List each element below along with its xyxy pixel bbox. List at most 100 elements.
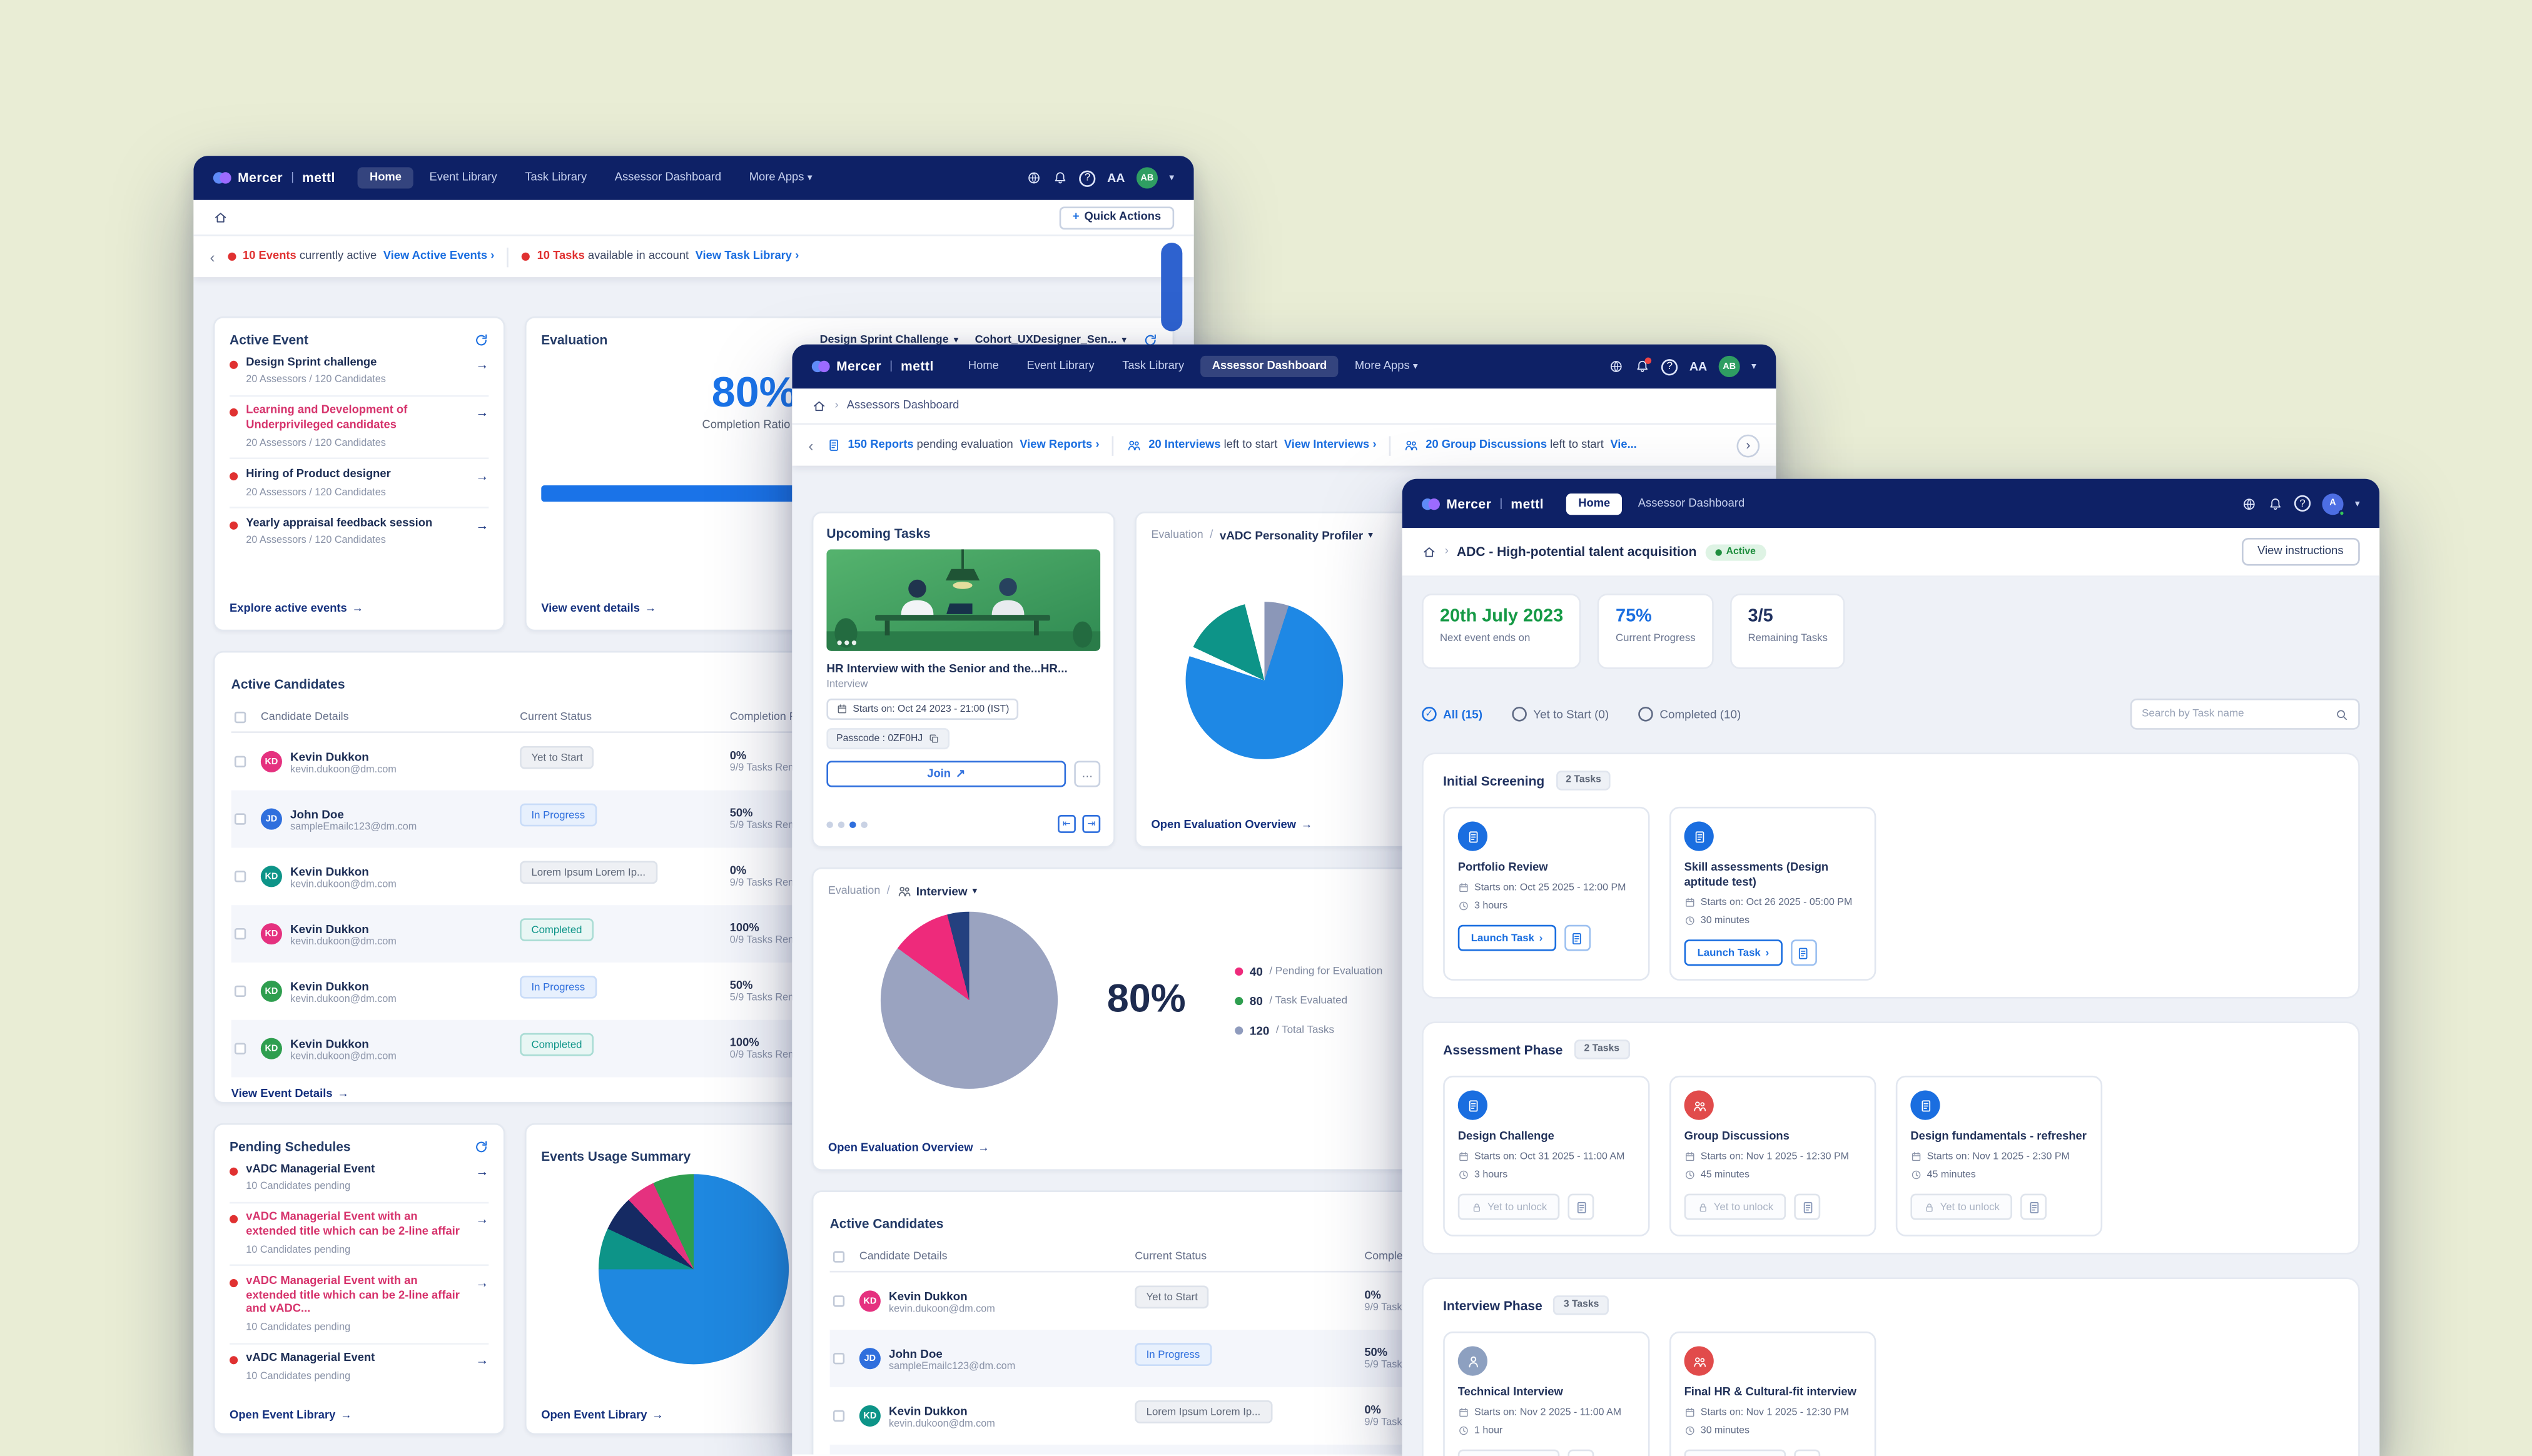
row-checkbox[interactable] [234, 985, 246, 998]
nav-assessor-dashboard[interactable]: Assessor Dashboard [1200, 355, 1339, 378]
more-options-button[interactable]: … [1074, 761, 1101, 787]
event-filter-dropdown[interactable]: Design Sprint Challenge ▾ [819, 334, 959, 346]
avatar-chevron-icon[interactable]: ▾ [2354, 499, 2360, 510]
carousel-dot[interactable] [826, 821, 833, 827]
notifications-bell-icon[interactable] [1635, 357, 1652, 374]
active-event-item[interactable]: Hiring of Product designer 20 Assessors /… [230, 460, 489, 508]
task-notes-button[interactable] [1568, 1194, 1595, 1221]
yet-to-unlock-button[interactable]: Yet to unlock [1457, 1194, 1561, 1221]
view-task-library-link[interactable]: View Task Library › [695, 251, 799, 263]
row-checkbox[interactable] [234, 871, 246, 882]
nav-event-library[interactable]: Event Library [429, 172, 497, 184]
view-interviews-link[interactable]: View Interviews › [1284, 439, 1377, 451]
arrow-right-icon[interactable]: → [475, 1163, 489, 1178]
refresh-icon[interactable] [474, 1140, 489, 1155]
translate-icon[interactable] [1027, 171, 1042, 186]
explore-active-events-link[interactable]: Explore active events → [230, 595, 489, 615]
avatar-chevron-icon[interactable]: ▾ [1751, 362, 1756, 373]
task-notes-button[interactable] [1795, 1450, 1821, 1456]
tab-all[interactable]: ✓ All (15) [1422, 706, 1482, 722]
yet-to-unlock-button[interactable]: Yet to unlock [1457, 1450, 1561, 1456]
home-icon[interactable] [213, 210, 228, 225]
nav-task-library[interactable]: Task Library [525, 172, 587, 184]
row-checkbox[interactable] [234, 928, 246, 940]
search-icon[interactable] [2335, 707, 2348, 720]
row-checkbox[interactable] [833, 1352, 845, 1365]
open-evaluation-overview-link[interactable]: Open Evaluation Overview → [828, 1143, 990, 1155]
cohort-filter-dropdown[interactable]: Cohort_UXDesigner_Sen... ▾ [975, 334, 1127, 346]
arrow-right-icon[interactable]: → [475, 517, 489, 532]
home-icon[interactable] [1422, 544, 1437, 559]
view-active-events-link[interactable]: View Active Events › [383, 251, 495, 263]
tab-yet-to-start[interactable]: Yet to Start (0) [1512, 706, 1609, 722]
yet-to-unlock-button[interactable]: Yet to unlock [1684, 1194, 1787, 1221]
yet-to-unlock-button[interactable]: Yet to unlock [1684, 1450, 1787, 1456]
alerts-prev-icon[interactable]: ‹ [808, 437, 814, 453]
nav-home[interactable]: Home [1566, 492, 1622, 514]
nav-more-apps[interactable]: More Apps ▾ [1354, 360, 1418, 373]
nav-event-library[interactable]: Event Library [1026, 360, 1095, 373]
translate-icon[interactable] [2242, 496, 2257, 511]
task-notes-button[interactable] [2020, 1194, 2047, 1221]
launch-task-button[interactable]: Launch Task › [1684, 939, 1783, 966]
help-icon[interactable]: ? [1661, 358, 1678, 375]
nav-assessor-dashboard[interactable]: Assessor Dashboard [1638, 497, 1745, 510]
scrollbar-thumb[interactable] [1161, 243, 1183, 331]
notifications-bell-icon[interactable] [2268, 496, 2283, 511]
nav-home[interactable]: Home [968, 360, 999, 373]
yet-to-unlock-button[interactable]: Yet to unlock [1910, 1194, 2013, 1221]
arrow-right-icon[interactable]: → [475, 1212, 489, 1227]
table-row[interactable]: KD Kevin Dukkon kevin.dukoon@dm.com Lorem … [231, 847, 1157, 905]
alerts-prev-icon[interactable]: ‹ [210, 248, 215, 265]
pending-schedule-item[interactable]: vADC Managerial Event with an extended t… [230, 1203, 489, 1266]
font-size-control[interactable]: AA [1689, 359, 1708, 374]
arrow-right-icon[interactable]: → [475, 1352, 489, 1368]
translate-icon[interactable] [1609, 359, 1624, 374]
user-avatar[interactable]: AB [1136, 167, 1158, 189]
nav-task-library[interactable]: Task Library [1122, 360, 1185, 373]
refresh-icon[interactable] [474, 333, 489, 348]
evaluation-type-dropdown[interactable]: vADC Personality Profiler ▾ [1219, 528, 1373, 543]
active-event-item[interactable]: Yearly appraisal feedback session 20 Asse… [230, 508, 489, 555]
font-size-control[interactable]: AA [1107, 170, 1125, 186]
task-notes-button[interactable] [1568, 1450, 1595, 1456]
row-checkbox[interactable] [234, 756, 246, 768]
nav-more-apps[interactable]: More Apps ▾ [749, 172, 813, 184]
row-checkbox[interactable] [833, 1410, 845, 1422]
active-event-item[interactable]: Learning and Development of Underprivile… [230, 397, 489, 460]
home-icon[interactable] [812, 398, 827, 413]
view-event-details-link[interactable]: View event details → [541, 603, 657, 615]
table-row[interactable]: KD Kevin Dukkon kevin.dukoon@dm.com Yet to… [231, 733, 1157, 791]
carousel-dot[interactable] [861, 821, 868, 827]
view-discussions-link[interactable]: Vie... [1610, 439, 1637, 451]
launch-task-button[interactable]: Launch Task › [1457, 924, 1556, 951]
nav-assessor-dashboard[interactable]: Assessor Dashboard [614, 172, 722, 184]
join-button[interactable]: Join ↗ [826, 761, 1066, 787]
alerts-next-button[interactable]: › [1736, 433, 1760, 457]
carousel-prev-button[interactable]: ⇤ [1058, 815, 1076, 833]
pending-schedule-item[interactable]: vADC Managerial Event 10 Candidates pendi… [230, 1344, 489, 1391]
row-checkbox[interactable] [833, 1295, 845, 1307]
arrow-right-icon[interactable]: → [475, 1275, 489, 1290]
active-event-item[interactable]: Design Sprint challenge 20 Assessors / 12… [230, 348, 489, 397]
evaluation-type-dropdown[interactable]: Interview ▾ [896, 884, 977, 899]
select-all-checkbox[interactable] [833, 1251, 845, 1263]
row-checkbox[interactable] [234, 813, 246, 825]
user-avatar[interactable]: A [2322, 492, 2346, 516]
task-notes-button[interactable] [1795, 1194, 1821, 1221]
view-instructions-button[interactable]: View instructions [2241, 537, 2360, 566]
task-notes-button[interactable] [1790, 939, 1817, 966]
arrow-right-icon[interactable]: → [475, 468, 489, 483]
arrow-right-icon[interactable]: → [475, 356, 489, 372]
open-event-library-link[interactable]: Open Event Library → [230, 1402, 489, 1422]
pending-schedule-item[interactable]: vADC Managerial Event with an extended t… [230, 1266, 489, 1344]
pending-schedule-item[interactable]: vADC Managerial Event 10 Candidates pendi… [230, 1155, 489, 1203]
open-evaluation-overview-link[interactable]: Open Evaluation Overview → [1151, 819, 1313, 832]
avatar-chevron-icon[interactable]: ▾ [1169, 173, 1175, 184]
arrow-right-icon[interactable]: → [475, 405, 489, 420]
row-checkbox[interactable] [234, 1043, 246, 1054]
select-all-checkbox[interactable] [234, 711, 246, 724]
quick-actions-button[interactable]: + Quick Actions [1059, 206, 1175, 229]
view-event-details-link[interactable]: View Event Details → [231, 1088, 349, 1101]
view-reports-link[interactable]: View Reports › [1020, 439, 1100, 451]
